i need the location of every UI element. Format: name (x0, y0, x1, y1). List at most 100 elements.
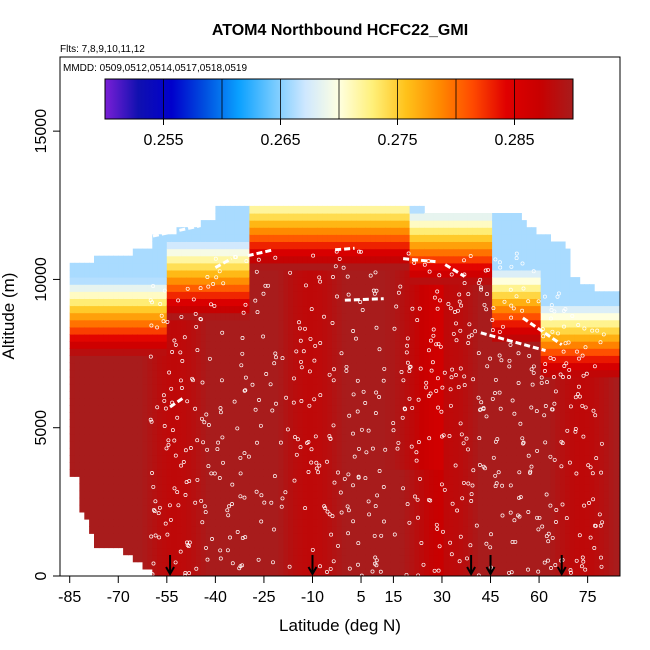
heatmap-cell (94, 319, 100, 328)
heatmap-cell (89, 262, 95, 271)
heatmap-cell (506, 483, 513, 492)
heatmap-cell (288, 334, 294, 342)
heatmap-cell (239, 405, 246, 413)
heatmap-cell (331, 554, 338, 563)
heatmap-cell (69, 462, 76, 470)
heatmap-cell (409, 334, 416, 342)
heatmap-cell (555, 504, 561, 513)
heatmap-cell (307, 334, 314, 342)
heatmap-cell (535, 561, 542, 570)
heatmap-cell (487, 504, 493, 513)
heatmap-cell (390, 469, 396, 477)
heatmap-cell (375, 519, 382, 527)
heatmap-cell (375, 284, 382, 292)
heatmap-cell (181, 383, 187, 392)
heatmap-cell (453, 462, 459, 470)
heatmap-cell (234, 419, 241, 428)
heatmap-cell (152, 298, 158, 307)
heatmap-cell (79, 262, 85, 271)
heatmap-cell (497, 533, 503, 541)
heatmap-cell (346, 533, 352, 541)
heatmap-cell (147, 447, 153, 456)
heatmap-cell (433, 426, 440, 435)
heatmap-cell (196, 234, 202, 242)
heatmap-cell (346, 341, 352, 349)
heatmap-cell (196, 255, 202, 264)
heatmap-cell (302, 383, 309, 392)
heatmap-cell (123, 455, 129, 463)
heatmap-cell (472, 284, 479, 292)
heatmap-cell (234, 319, 241, 328)
heatmap-cell (181, 455, 187, 463)
heatmap-cell (429, 561, 435, 570)
heatmap-cell (98, 262, 105, 271)
heatmap-cell (463, 248, 469, 257)
heatmap-cell (220, 248, 226, 257)
heatmap-cell (171, 234, 178, 242)
heatmap-cell (346, 476, 352, 485)
heatmap-cell (540, 526, 547, 534)
heatmap-cell (365, 554, 372, 563)
heatmap-cell (516, 291, 522, 299)
heatmap-cell (171, 298, 178, 307)
heatmap-cell (555, 362, 561, 371)
heatmap-cell (196, 262, 202, 271)
heatmap-cell (467, 284, 474, 292)
heatmap-cell (443, 462, 450, 470)
heatmap-cell (492, 419, 498, 428)
heatmap-cell (225, 369, 231, 378)
heatmap-cell (365, 561, 372, 570)
heatmap-cell (521, 483, 527, 492)
heatmap-cell (535, 255, 542, 264)
heatmap-cell (94, 291, 100, 299)
heatmap-cell (200, 447, 207, 456)
heatmap-cell (492, 284, 498, 292)
heatmap-cell (365, 355, 372, 364)
heatmap-cell (492, 412, 498, 420)
heatmap-cell (171, 419, 178, 428)
heatmap-cell (521, 568, 527, 576)
heatmap-cell (535, 390, 542, 399)
heatmap-cell (123, 369, 129, 378)
heatmap-cell (550, 383, 556, 392)
heatmap-cell (166, 383, 173, 392)
heatmap-cell (259, 213, 265, 221)
heatmap-cell (166, 519, 173, 527)
heatmap-cell (409, 561, 416, 570)
heatmap-cell (103, 255, 110, 264)
heatmap-cell (171, 255, 178, 264)
heatmap-cell (390, 362, 396, 371)
heatmap-cell (128, 547, 134, 556)
heatmap-cell (123, 262, 129, 271)
heatmap-cell (419, 234, 425, 242)
heatmap-cell (263, 277, 270, 285)
heatmap-cell (443, 241, 450, 250)
heatmap-cell (395, 326, 401, 335)
heatmap-cell (341, 383, 348, 392)
heatmap-cell (293, 433, 299, 442)
heatmap-cell (516, 277, 522, 285)
heatmap-cell (254, 440, 260, 449)
heatmap-cell (79, 490, 85, 499)
heatmap-cell (293, 248, 299, 257)
heatmap-cell (118, 390, 124, 399)
heatmap-cell (152, 561, 158, 570)
heatmap-cell (433, 355, 440, 364)
heatmap-cell (531, 269, 537, 278)
heatmap-cell (123, 469, 129, 477)
heatmap-cell (463, 220, 469, 228)
heatmap-cell (477, 419, 484, 428)
heatmap-cell (365, 376, 372, 385)
heatmap-cell (302, 227, 309, 235)
heatmap-cell (312, 213, 318, 221)
heatmap-cell (84, 497, 90, 506)
heatmap-cell (278, 369, 284, 378)
heatmap-cell (331, 426, 338, 435)
heatmap-cell (361, 269, 367, 278)
heatmap-cell (540, 234, 547, 242)
heatmap-cell (186, 568, 192, 576)
heatmap-cell (346, 326, 352, 335)
heatmap-cell (162, 326, 168, 335)
heatmap-cell (79, 504, 85, 513)
heatmap-cell (385, 476, 391, 485)
